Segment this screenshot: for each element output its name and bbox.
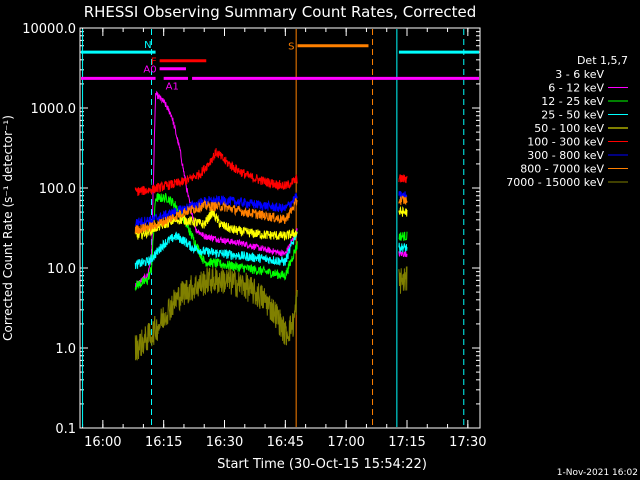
y-axis-label: Corrected Count Rate (s⁻¹ detector⁻¹)	[1, 115, 15, 341]
flag-label: N	[144, 40, 151, 51]
x-tick-label: 16:15	[145, 435, 182, 450]
legend-title: Det 1,5,7	[577, 54, 628, 67]
legend-label: 12 - 25 keV	[541, 95, 604, 108]
legend-label: 300 - 800 keV	[527, 149, 604, 162]
x-tick-label: 16:00	[84, 435, 121, 450]
flag-label: F	[151, 57, 157, 68]
series-line-2	[135, 90, 298, 288]
legend-label: 6 - 12 keV	[548, 82, 604, 95]
series-line-3	[398, 231, 408, 241]
y-tick-label: 10.0	[47, 262, 76, 277]
y-tick-label: 10000.0	[22, 22, 76, 37]
series-line-3	[134, 192, 298, 292]
x-tick-label: 17:00	[327, 435, 364, 450]
series-line-5	[398, 205, 408, 217]
series-line-8	[134, 198, 298, 234]
legend-label: 7000 - 15000 keV	[506, 176, 604, 189]
x-tick-label: 16:45	[267, 435, 304, 450]
x-tick-label: 16:30	[206, 435, 243, 450]
plot-area: 0.1 1.0 10.0 100.0 1000.0 10000.0 16:00 16:15 16…	[22, 22, 486, 450]
flag-label: S	[288, 42, 294, 53]
x-axis-label: Start Time (30-Oct-15 15:54:22)	[217, 457, 427, 472]
series-line-7	[134, 192, 298, 227]
timestamp-label: 1-Nov-2021 16:02	[557, 468, 638, 478]
series-line-1	[134, 111, 298, 198]
series-line-9	[398, 266, 408, 294]
series-line-9	[134, 267, 298, 361]
x-tick-label: 17:15	[388, 435, 425, 450]
x-tick-label: 17:30	[449, 435, 486, 450]
chart-title: RHESSI Observing Summary Count Rates, Co…	[84, 3, 477, 21]
series-line-6	[398, 174, 408, 184]
legend-label: 3 - 6 keV	[555, 68, 604, 81]
series-line-6	[134, 148, 298, 197]
y-tick-label: 1000.0	[31, 102, 77, 117]
series-line-4	[134, 231, 298, 270]
legend-label: 800 - 7000 keV	[520, 163, 604, 176]
flag-label: A0	[143, 65, 156, 76]
y-tick-label: 0.1	[55, 422, 76, 437]
flag-label: A1	[166, 81, 179, 92]
y-tick-label: 1.0	[55, 342, 76, 357]
legend-label: 100 - 300 keV	[527, 136, 604, 149]
legend-label: 25 - 50 keV	[541, 109, 604, 122]
plot-frame	[79, 27, 481, 429]
legend-label: 50 - 100 keV	[534, 122, 604, 135]
y-tick-label: 100.0	[39, 182, 76, 197]
series-line-8	[398, 195, 408, 206]
series-line-4	[398, 242, 408, 254]
